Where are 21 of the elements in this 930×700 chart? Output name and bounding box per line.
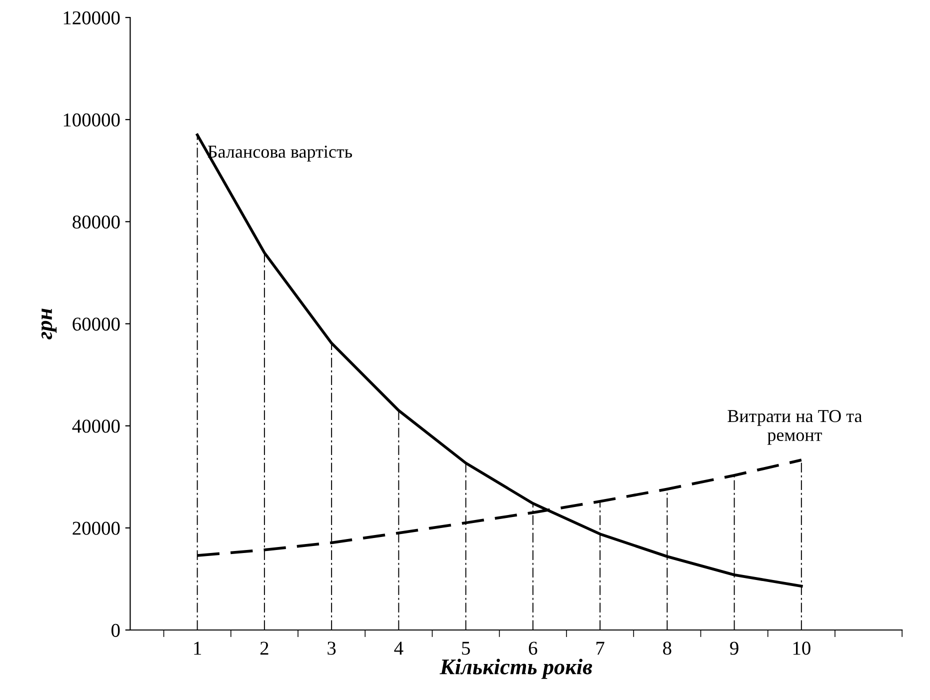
x-tick-label: 9 xyxy=(730,642,738,655)
x-tick-label: 10 xyxy=(793,642,810,655)
x-tick-label: 4 xyxy=(394,642,404,655)
x-tick-label: 7 xyxy=(596,642,604,655)
annotation: Балансова вартість xyxy=(208,146,352,162)
x-tick-label: 2 xyxy=(260,642,268,655)
x-tick-label: 8 xyxy=(663,642,672,655)
y-axis-title: грн xyxy=(41,308,57,340)
y-tick-label: 100000 xyxy=(64,113,120,127)
y-tick-label: 20000 xyxy=(72,522,120,535)
x-tick-label: 1 xyxy=(194,642,202,655)
x-tick-label: 5 xyxy=(462,642,470,655)
annotation: Витрати на ТО та ремонт xyxy=(728,410,862,445)
y-tick-label: 40000 xyxy=(72,420,120,433)
y-tick-label: 60000 xyxy=(72,318,120,331)
y-tick-label: 0 xyxy=(111,624,120,637)
y-tick-label: 80000 xyxy=(72,215,120,229)
x-tick-label: 3 xyxy=(328,642,336,655)
y-tick-label: 120000 xyxy=(64,11,120,24)
x-axis-title: Кількість років xyxy=(440,658,592,679)
x-tick-label: 6 xyxy=(528,642,538,655)
